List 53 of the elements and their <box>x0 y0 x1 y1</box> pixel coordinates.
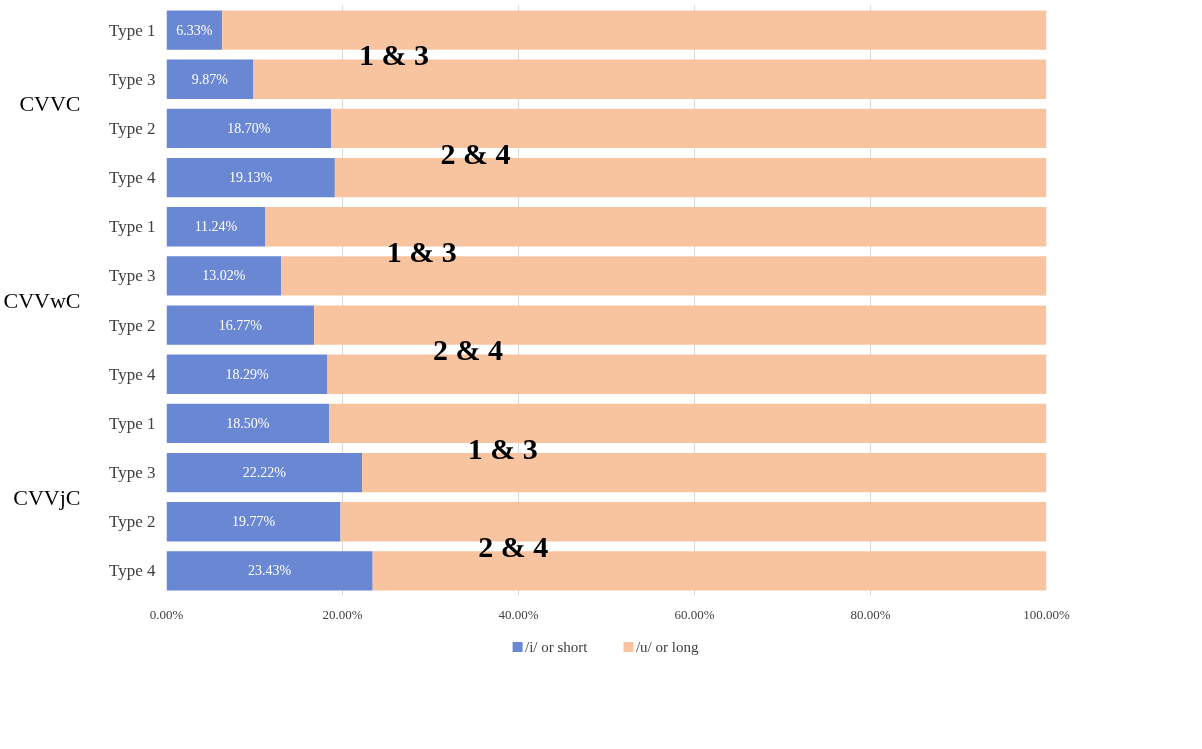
y-tick-label: Type 2 <box>109 118 156 138</box>
bar <box>166 305 315 345</box>
data-label: 23.43% <box>248 563 292 579</box>
x-tick-label: 20.00% <box>322 606 363 622</box>
data-label: 18.70% <box>227 120 271 136</box>
bar <box>166 502 341 542</box>
bar <box>166 59 254 99</box>
bar <box>166 256 282 296</box>
bar <box>166 207 266 247</box>
data-label: 18.29% <box>225 366 269 382</box>
bar <box>166 403 330 444</box>
data-label: 18.50% <box>226 415 270 431</box>
x-tick-label: 60.00% <box>674 606 715 622</box>
y-tick-label: Type 2 <box>109 512 156 532</box>
data-label: 9.87% <box>191 71 229 87</box>
text: CVVC <box>19 91 81 117</box>
text: CVVwC <box>3 288 81 313</box>
y-tick-label: Type 1 <box>109 217 156 237</box>
annotation: 2 & 4 <box>433 333 504 367</box>
bar <box>166 10 223 50</box>
data-label: 11.24% <box>194 219 238 235</box>
annotation: 1 & 3 <box>358 38 429 72</box>
y-tick-label: Type 3 <box>109 266 156 286</box>
bar <box>166 354 328 394</box>
y-tick-label: Type 4 <box>109 561 156 581</box>
bar <box>166 108 332 149</box>
x-tick-label: 100.00% <box>1023 606 1070 622</box>
annotation: 1 & 3 <box>386 234 457 268</box>
bar <box>166 452 363 493</box>
text: CVVjC <box>13 484 81 510</box>
data-label: 22.22% <box>242 465 287 481</box>
bar <box>166 157 335 198</box>
y-tick-label: Type 1 <box>109 413 156 433</box>
annotation: 1 & 3 <box>467 431 538 465</box>
bar <box>166 551 373 591</box>
data-label: 13.02% <box>202 268 246 284</box>
data-label: 19.13% <box>229 170 273 186</box>
y-tick-label: Type 3 <box>109 463 156 483</box>
y-tick-label: Type 2 <box>109 315 156 335</box>
y-tick-label: Type 4 <box>109 168 156 188</box>
y-tick-label: Type 1 <box>109 20 156 40</box>
data-label: 19.77% <box>231 514 276 530</box>
annotation: 2 & 4 <box>478 529 549 563</box>
data-label: 16.77% <box>218 317 263 333</box>
x-tick-label: 0.00% <box>149 606 184 622</box>
y-tick-label: Type 4 <box>109 364 156 384</box>
x-tick-label: 80.00% <box>850 606 891 622</box>
legend-label: /i/ or short <box>525 639 589 655</box>
legend-label: /u/ or long <box>635 639 699 655</box>
x-tick-label: 40.00% <box>498 606 539 622</box>
annotation: 2 & 4 <box>440 136 511 170</box>
y-tick-label: Type 3 <box>109 69 156 89</box>
data-label: 6.33% <box>176 22 213 38</box>
